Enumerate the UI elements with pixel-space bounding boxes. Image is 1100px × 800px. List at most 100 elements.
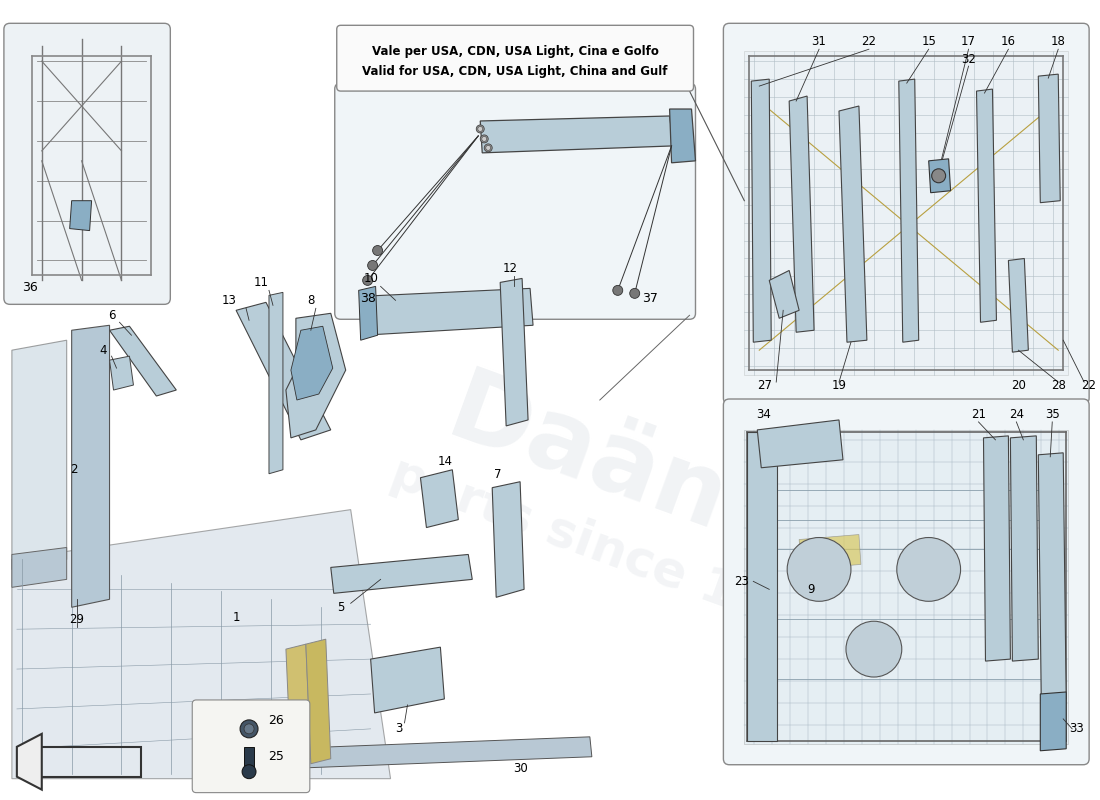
Text: 35: 35: [1045, 409, 1059, 422]
Text: 16: 16: [1001, 34, 1016, 48]
Polygon shape: [899, 79, 918, 342]
Text: 3: 3: [395, 722, 403, 735]
Text: 32: 32: [961, 53, 976, 66]
Polygon shape: [12, 510, 390, 778]
Polygon shape: [500, 278, 528, 426]
Polygon shape: [16, 734, 42, 790]
Polygon shape: [12, 340, 67, 570]
Polygon shape: [799, 534, 861, 570]
Text: 29: 29: [69, 613, 84, 626]
Text: 8: 8: [307, 294, 315, 307]
Polygon shape: [670, 109, 695, 163]
Text: 15: 15: [921, 34, 936, 48]
Text: Vale per USA, CDN, USA Light, Cina e Golfo: Vale per USA, CDN, USA Light, Cina e Gol…: [372, 45, 659, 58]
Polygon shape: [747, 432, 778, 741]
Text: 22: 22: [861, 34, 877, 48]
Polygon shape: [270, 292, 283, 474]
Polygon shape: [789, 96, 814, 332]
FancyBboxPatch shape: [337, 26, 693, 91]
Circle shape: [932, 169, 946, 182]
Circle shape: [242, 765, 256, 778]
Polygon shape: [306, 639, 331, 764]
Text: 19: 19: [832, 378, 847, 391]
Text: 20: 20: [1011, 378, 1026, 391]
Text: 38: 38: [360, 292, 375, 305]
Circle shape: [244, 724, 254, 734]
Circle shape: [482, 137, 486, 142]
Polygon shape: [359, 286, 377, 340]
Polygon shape: [481, 116, 673, 153]
Circle shape: [846, 622, 902, 677]
Polygon shape: [983, 436, 1011, 661]
Polygon shape: [286, 644, 311, 764]
Circle shape: [484, 144, 492, 152]
Text: 14: 14: [438, 455, 453, 468]
Circle shape: [240, 720, 258, 738]
Polygon shape: [928, 159, 950, 193]
Circle shape: [476, 125, 484, 133]
Circle shape: [367, 261, 377, 270]
Text: 2: 2: [70, 463, 77, 476]
Text: 18: 18: [1050, 34, 1066, 48]
Text: 30: 30: [513, 762, 528, 775]
Polygon shape: [977, 89, 997, 322]
Polygon shape: [236, 302, 331, 440]
Text: 37: 37: [641, 292, 658, 305]
FancyBboxPatch shape: [724, 399, 1089, 765]
Polygon shape: [12, 547, 67, 587]
Text: 5: 5: [337, 601, 344, 614]
Bar: [244, 746, 254, 772]
FancyBboxPatch shape: [192, 700, 310, 793]
Circle shape: [481, 135, 488, 143]
Text: parts since 19: parts since 19: [384, 449, 776, 630]
Text: 1: 1: [232, 610, 240, 624]
Text: 23: 23: [734, 575, 749, 588]
Polygon shape: [290, 326, 333, 400]
Text: Valid for USA, CDN, USA Light, China and Gulf: Valid for USA, CDN, USA Light, China and…: [362, 65, 668, 78]
Polygon shape: [69, 201, 91, 230]
Text: 9: 9: [807, 583, 815, 596]
Polygon shape: [331, 554, 472, 594]
Circle shape: [373, 246, 383, 255]
Polygon shape: [286, 314, 345, 438]
Text: 7: 7: [494, 468, 502, 482]
Text: 13: 13: [222, 294, 236, 307]
Text: 31: 31: [812, 34, 826, 48]
Text: 34: 34: [756, 409, 771, 422]
Text: 4: 4: [100, 344, 108, 357]
Circle shape: [363, 275, 373, 286]
Polygon shape: [280, 737, 592, 769]
Text: 25: 25: [268, 750, 284, 763]
Polygon shape: [110, 326, 176, 396]
FancyBboxPatch shape: [724, 23, 1089, 404]
Circle shape: [486, 146, 491, 150]
Text: 12: 12: [503, 262, 518, 275]
Polygon shape: [371, 647, 444, 713]
Text: 22: 22: [1080, 378, 1096, 391]
Text: 24: 24: [1009, 409, 1024, 422]
Polygon shape: [1038, 453, 1066, 701]
Circle shape: [613, 286, 623, 295]
Text: 36: 36: [22, 281, 37, 294]
Circle shape: [896, 538, 960, 602]
Polygon shape: [757, 420, 843, 468]
Text: 21: 21: [971, 409, 986, 422]
Text: 11: 11: [253, 276, 268, 289]
Polygon shape: [420, 470, 459, 527]
Polygon shape: [839, 106, 867, 342]
Text: 6: 6: [108, 309, 115, 322]
Polygon shape: [745, 430, 1068, 744]
Polygon shape: [110, 356, 133, 390]
Polygon shape: [1009, 258, 1028, 352]
Circle shape: [477, 126, 483, 131]
Polygon shape: [1038, 74, 1060, 202]
Polygon shape: [492, 482, 524, 598]
Polygon shape: [1041, 692, 1066, 750]
Text: 17: 17: [961, 34, 976, 48]
Text: 33: 33: [1069, 722, 1084, 735]
Polygon shape: [1011, 436, 1038, 661]
Text: 27: 27: [757, 378, 772, 391]
Circle shape: [788, 538, 851, 602]
Circle shape: [629, 288, 640, 298]
Polygon shape: [745, 51, 1068, 375]
